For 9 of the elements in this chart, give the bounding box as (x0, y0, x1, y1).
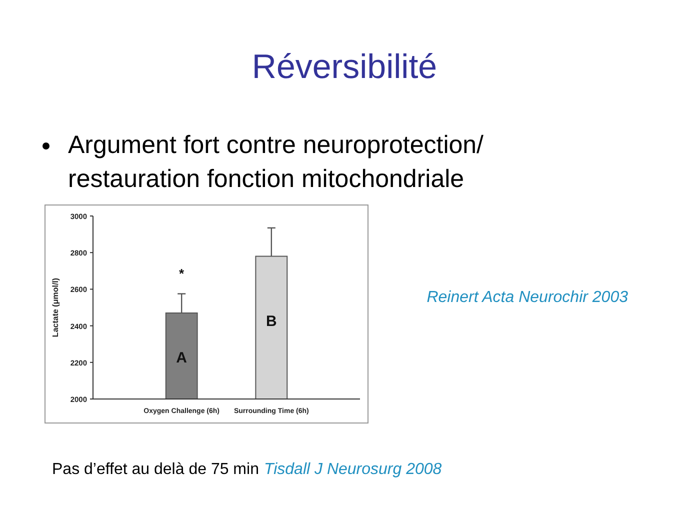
annotation: * (179, 266, 186, 282)
text: Reinert Acta Neurochir 2003 (426, 289, 628, 306)
text: Pas d’effet au delà de 75 min (52, 461, 259, 478)
y-axis-title: Lactate (μmol/l) (51, 278, 60, 338)
text: Tisdall J Neurosurg 2008 (264, 461, 442, 478)
annotation: B (266, 312, 277, 330)
annotation: A (176, 349, 188, 366)
chart-subtitle: Argument fort contre neuroprotection/ restauration fonction mitochondriale (68, 131, 484, 193)
chart-title: Réversibilité (252, 48, 438, 86)
